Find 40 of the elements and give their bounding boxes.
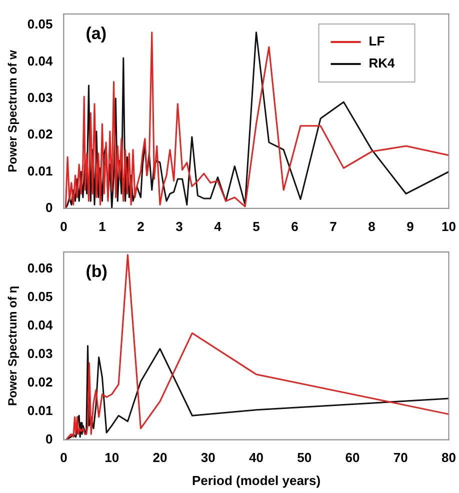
x-tick-label: 8 bbox=[368, 218, 376, 234]
y-axis-title: Power Spectrum of η bbox=[6, 286, 20, 406]
x-tick-label: 10 bbox=[104, 450, 120, 466]
y-tick-label: 0.04 bbox=[27, 53, 54, 68]
x-tick-label: 80 bbox=[442, 450, 456, 466]
x-tick-label: 20 bbox=[152, 450, 168, 466]
x-tick-label: 70 bbox=[393, 450, 408, 466]
y-tick-label: 0.01 bbox=[27, 402, 53, 418]
y-tick-label: 0.02 bbox=[27, 374, 53, 390]
x-tick-label: 6 bbox=[291, 218, 298, 234]
x-tick-label: 3 bbox=[176, 218, 183, 234]
y-tick-label: 0.02 bbox=[27, 126, 53, 142]
y-axis-title: Power Spectrum of w bbox=[6, 50, 20, 172]
x-tick-label: 2 bbox=[137, 218, 144, 234]
y-tick-label: 0 bbox=[45, 200, 53, 215]
x-tick-label: 0 bbox=[60, 218, 68, 234]
y-tick-label: 0.05 bbox=[27, 289, 53, 304]
x-tick-label: 40 bbox=[249, 450, 264, 466]
y-tick-label: 0.03 bbox=[27, 346, 53, 362]
x-tick-label: 30 bbox=[200, 450, 216, 466]
x-tick-label: 5 bbox=[252, 218, 260, 234]
y-tick-label: 0.03 bbox=[27, 90, 53, 105]
x-tick-label: 1 bbox=[98, 218, 106, 234]
x-tick-label: 7 bbox=[330, 218, 337, 234]
x-tick-label: 9 bbox=[406, 218, 414, 234]
y-tick-label: 0.01 bbox=[27, 163, 53, 178]
y-tick-label: 0.04 bbox=[27, 318, 54, 333]
y-tick-label: 0 bbox=[45, 431, 53, 446]
y-tick-label: 0.05 bbox=[27, 16, 53, 32]
x-tick-label: 4 bbox=[214, 218, 222, 234]
x-tick-label: 0 bbox=[60, 450, 68, 466]
annotation: (a) bbox=[86, 24, 106, 44]
x-tick-label: 10 bbox=[442, 218, 456, 234]
legend-label: RK4 bbox=[368, 56, 396, 71]
x-tick-label: 60 bbox=[345, 450, 360, 466]
y-tick-label: 0.06 bbox=[27, 260, 53, 276]
x-tick-label: 50 bbox=[297, 450, 312, 466]
legend-label: LF bbox=[368, 34, 385, 49]
annotation: (b) bbox=[86, 262, 108, 282]
x-axis-title: Period (model years) bbox=[192, 472, 321, 488]
